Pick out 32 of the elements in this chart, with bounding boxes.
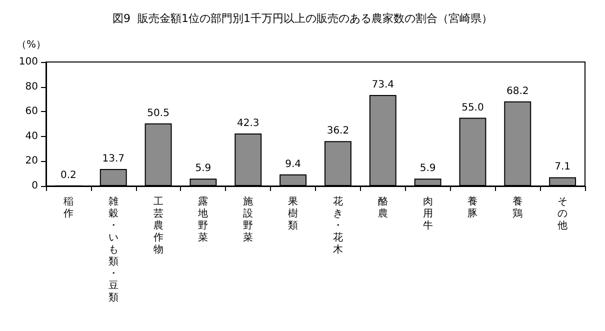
- y-tick-label: 20: [25, 156, 38, 167]
- y-tick-label: 100: [18, 56, 38, 68]
- x-tick-label: 果樹類: [288, 196, 298, 232]
- y-tick-label: 40: [25, 130, 38, 142]
- y-tick-label: 80: [25, 81, 38, 92]
- x-tick-label: その他: [558, 196, 568, 232]
- x-tick-label: 花き・花木: [332, 196, 343, 256]
- data-label: 73.4: [372, 79, 394, 90]
- data-label: 0.2: [60, 170, 76, 181]
- x-tick-label: 稲作: [62, 196, 74, 220]
- data-label: 7.1: [554, 162, 570, 173]
- x-tick-label: 養鶏: [512, 196, 523, 220]
- x-tick-label: 露地野菜: [197, 196, 208, 244]
- data-label: 50.5: [147, 108, 170, 119]
- x-tick-label: 養豚: [468, 196, 478, 220]
- x-tick-label: 工芸農作物: [152, 196, 164, 256]
- x-tick-label: 肉用牛: [422, 196, 433, 232]
- chart-title: 図9 販売金額1位の部門別1千万円以上の販売のある農家数の割合（宮崎県）: [112, 12, 492, 25]
- y-axis-title: （%）: [16, 40, 46, 50]
- y-tick-label: 0: [32, 180, 38, 192]
- data-label: 5.9: [420, 163, 436, 174]
- x-tick-label: 酪農: [378, 196, 388, 220]
- data-label: 68.2: [506, 86, 529, 97]
- category-label: 雑穀・いも類・豆類: [108, 196, 118, 304]
- data-label: 36.2: [326, 126, 350, 137]
- x-tick-label: 施設野菜: [243, 196, 254, 244]
- data-label: 5.9: [195, 163, 212, 174]
- data-label: 42.3: [236, 118, 260, 130]
- data-label: 55.0: [462, 102, 484, 114]
- data-label: 9.4: [285, 158, 301, 170]
- y-tick-label: 60: [25, 106, 38, 118]
- data-label: 13.7: [102, 154, 125, 165]
